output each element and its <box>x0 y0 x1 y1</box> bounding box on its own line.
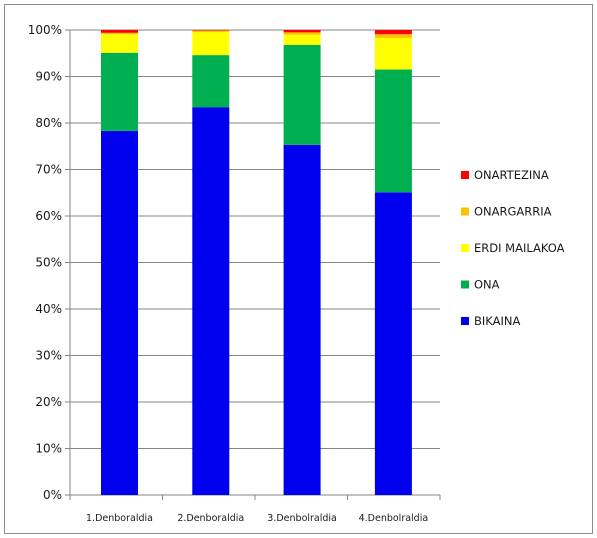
legend-swatch <box>461 317 469 325</box>
bar-segment-onartezina <box>101 30 138 33</box>
bar-segment-onargarria <box>374 34 412 38</box>
y-tick-label: 20% <box>35 395 62 409</box>
x-tick-label: 3.Denbolraldia <box>267 513 337 524</box>
x-tick-label: 2.Denboraldia <box>177 513 244 524</box>
bar-segment-onargarria <box>283 32 321 35</box>
y-tick-label: 80% <box>35 116 62 130</box>
legend-label: ERDI MAILAKOA <box>474 241 565 255</box>
bar-segment-ona <box>192 55 230 108</box>
y-tick-label: 70% <box>35 163 62 177</box>
bar-segment-erdi-mailakoa <box>374 37 412 70</box>
bar-segment-ona <box>283 44 321 145</box>
bar-segment-erdi-mailakoa <box>101 34 138 53</box>
legend: ONARTEZINA ONARGARRIA ERDI MAILAKOA ONA BIKA… <box>461 168 565 328</box>
legend-label: BIKAINA <box>474 314 520 328</box>
y-tick-label: 0% <box>43 488 62 502</box>
y-tick-label: 50% <box>35 256 62 270</box>
legend-label: ONARGARRIA <box>474 205 552 219</box>
bars <box>101 30 412 496</box>
legend-swatch <box>461 207 469 216</box>
bar-segment-ona <box>101 52 138 131</box>
bar-segment-onargarria <box>101 32 138 35</box>
bar-segment-erdi-mailakoa <box>192 31 230 56</box>
y-tick-label: 30% <box>35 349 62 363</box>
bar-segment-onargarria <box>192 30 230 32</box>
x-tick-label: 1.Denboraldia <box>86 513 153 524</box>
bar-segment-onartezina <box>374 30 412 35</box>
y-tick-label: 100% <box>28 23 62 37</box>
legend-label: ONARTEZINA <box>474 168 549 182</box>
bar-segment-bikaina <box>101 130 138 495</box>
y-tick-label: 10% <box>35 442 62 456</box>
bar-segment-bikaina <box>192 107 230 495</box>
y-tick-label: 40% <box>35 302 62 316</box>
bar-segment-bikaina <box>283 144 321 496</box>
y-tick-label: 60% <box>35 209 62 223</box>
bar-segment-ona <box>374 69 412 193</box>
legend-swatch <box>461 280 469 289</box>
x-tick-label: 4.Denbolraldia <box>359 513 429 524</box>
bar-segment-onartezina <box>283 30 321 33</box>
bar-segment-erdi-mailakoa <box>283 34 321 45</box>
y-tick-label: 90% <box>35 70 62 84</box>
legend-swatch <box>461 171 469 179</box>
bar-segment-bikaina <box>374 192 412 495</box>
legend-label: ONA <box>474 278 500 292</box>
legend-swatch <box>461 244 469 252</box>
